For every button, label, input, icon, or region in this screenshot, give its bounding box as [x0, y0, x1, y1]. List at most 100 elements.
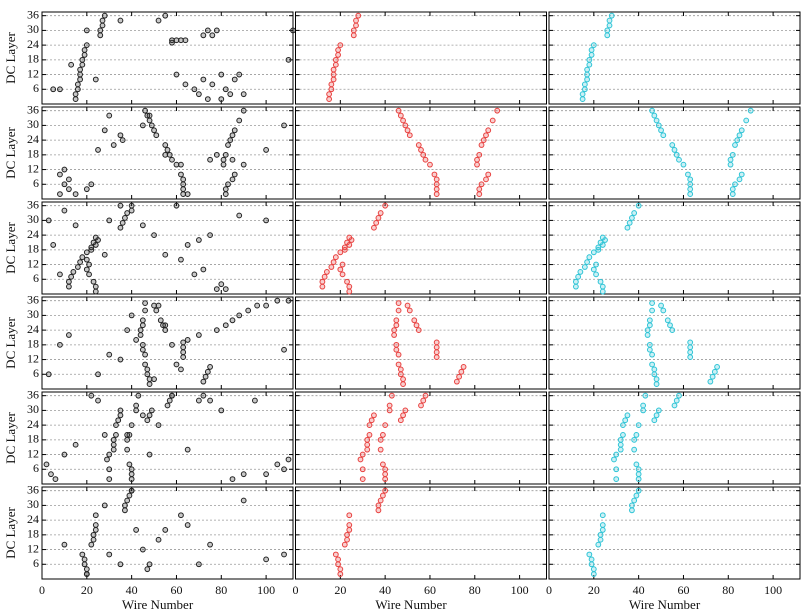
hit-point	[611, 456, 617, 463]
y-tick-label: 12	[27, 446, 39, 460]
hit-point	[599, 288, 606, 295]
hit-point	[218, 71, 225, 78]
hit-point	[595, 541, 602, 548]
hit-point	[617, 436, 624, 443]
hit-point	[83, 256, 90, 263]
hit-point	[658, 302, 664, 309]
hit-point	[476, 191, 483, 197]
hit-point	[200, 392, 207, 399]
hit-point	[395, 300, 402, 307]
hit-point	[584, 71, 590, 78]
hit-point	[180, 176, 187, 183]
hit-point	[747, 107, 754, 114]
hit-point	[290, 27, 296, 34]
hit-point	[344, 531, 350, 538]
y-tick-label: 18	[27, 52, 39, 66]
hit-point	[595, 246, 602, 253]
hit-point	[629, 502, 635, 509]
hit-point	[86, 261, 92, 268]
hit-point	[337, 266, 344, 273]
hit-point	[218, 407, 225, 414]
hit-point	[328, 81, 335, 88]
hit-point	[640, 402, 647, 409]
hit-point	[348, 237, 355, 243]
x-tick-label: 80	[215, 583, 227, 597]
hit-point	[433, 181, 440, 188]
hit-point	[651, 366, 658, 373]
hit-point	[124, 436, 131, 443]
y-tick-label: 24	[27, 417, 39, 431]
hit-point	[337, 249, 344, 256]
hit-point	[330, 66, 337, 73]
hit-point	[180, 181, 187, 188]
hit-point	[92, 76, 99, 83]
hit-point	[95, 237, 101, 243]
hit-point	[655, 122, 662, 129]
hit-point	[646, 317, 653, 324]
panel-frame	[548, 486, 801, 580]
hit-point	[382, 466, 389, 473]
hit-point	[229, 176, 236, 183]
hit-point	[231, 76, 238, 83]
hit-point	[240, 107, 247, 114]
hit-point	[332, 56, 339, 63]
hit-point	[572, 278, 579, 285]
hit-point	[135, 392, 142, 399]
hit-point	[375, 502, 382, 509]
hit-point	[671, 402, 678, 409]
hit-point	[620, 422, 626, 429]
hit-point	[353, 22, 359, 29]
hit-point	[124, 210, 131, 216]
hit-point	[50, 242, 57, 248]
hit-point	[597, 531, 604, 538]
hit-point	[263, 471, 270, 478]
hit-point	[380, 432, 386, 438]
hit-point	[142, 107, 148, 114]
hit-point	[202, 373, 209, 380]
hit-point	[65, 186, 72, 193]
hit-point	[45, 371, 52, 378]
hit-point	[178, 366, 184, 373]
hit-point	[222, 86, 229, 93]
hit-point	[128, 422, 135, 429]
hit-point	[483, 176, 489, 183]
hit-point	[148, 407, 155, 414]
y-tick-label: 30	[27, 22, 39, 36]
hit-point	[110, 441, 117, 448]
y-tick-label: 6	[33, 81, 39, 95]
x-tick-label: 100	[511, 583, 529, 597]
hit-point	[629, 507, 635, 514]
hit-point	[222, 151, 229, 158]
hit-point	[588, 561, 595, 568]
hit-point	[90, 536, 97, 543]
hit-point	[95, 147, 101, 153]
hit-point	[602, 237, 608, 243]
hit-point	[353, 17, 359, 24]
hit-point	[169, 392, 175, 399]
hit-point	[406, 307, 413, 314]
panel-frame	[295, 486, 547, 580]
hit-point	[489, 117, 496, 124]
y-tick-label: 18	[27, 147, 39, 161]
x-tick-label: 0	[39, 583, 45, 597]
hit-point	[382, 487, 389, 494]
hit-point	[110, 446, 117, 453]
hit-point	[113, 432, 119, 438]
hit-point	[606, 17, 613, 24]
hit-point	[633, 432, 640, 438]
hit-point	[613, 476, 620, 482]
hit-point	[673, 151, 680, 158]
y-tick-label: 36	[27, 387, 39, 401]
hit-point	[729, 151, 736, 158]
panel-frame	[548, 296, 801, 390]
hit-point	[146, 117, 153, 124]
hit-point	[195, 561, 202, 568]
y-tick-label: 12	[27, 66, 39, 80]
x-axis-label: Wire Number	[629, 597, 701, 612]
hit-point	[200, 378, 207, 385]
hit-point	[671, 147, 678, 153]
x-tick-label: 80	[722, 583, 734, 597]
hit-point	[72, 91, 79, 98]
hit-point	[359, 466, 366, 473]
hit-point	[139, 412, 146, 419]
